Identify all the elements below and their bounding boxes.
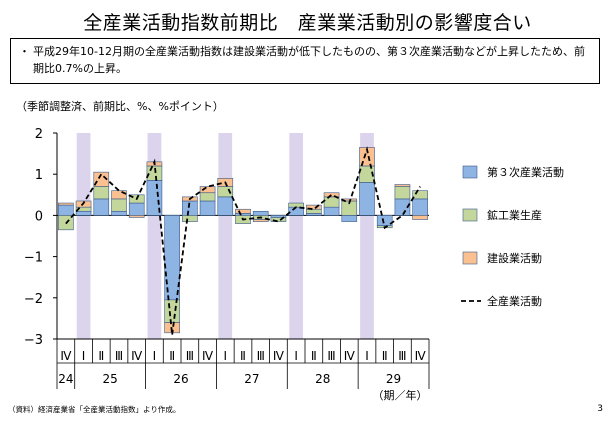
bar-construction	[252, 219, 269, 222]
x-tick-quarter: Ⅳ	[60, 349, 71, 363]
y-tick-label: 0	[35, 209, 43, 224]
y-tick-label: 1	[35, 168, 43, 183]
y-tick-label: 2	[35, 127, 43, 142]
x-tick-year: 25	[103, 372, 118, 386]
x-tick-year: 29	[386, 372, 401, 386]
legend-swatch-tertiary	[462, 165, 478, 179]
x-tick-quarter: Ⅱ	[240, 349, 246, 363]
bar-mining	[182, 215, 198, 222]
bar-construction	[394, 184, 411, 187]
bar-construction	[199, 186, 216, 194]
bar-mining	[306, 208, 322, 214]
shaded-band	[289, 133, 303, 339]
note-bullet: ・	[19, 45, 30, 58]
x-tick-quarter: Ⅱ	[169, 349, 175, 363]
legend-swatch-mining	[462, 208, 478, 222]
page-number: 3	[597, 404, 603, 414]
bar-mining	[111, 198, 127, 212]
x-tick-quarter: Ⅳ	[273, 349, 284, 363]
y-tick-label: −1	[24, 251, 43, 266]
x-tick-quarter: Ⅲ	[186, 349, 194, 363]
bar-construction	[111, 190, 127, 200]
x-tick-year: 24	[58, 372, 73, 386]
bar-construction	[323, 192, 340, 198]
x-axis-unit: （期／年）	[373, 388, 428, 402]
bar-tertiary	[217, 196, 234, 216]
bar-construction	[128, 215, 145, 218]
x-tick-quarter: Ⅱ	[98, 349, 104, 363]
x-tick-quarter: Ⅳ	[202, 349, 213, 363]
legend-label-total: 全産業活動	[487, 294, 542, 308]
note-text: 平成29年10-12月期の全産業活動指数は建設業活動が低下したものの、第３次産業…	[33, 45, 585, 75]
x-tick-year: 26	[173, 372, 188, 386]
source-note: （資料）経済産業省「全産業活動指数」より作成。	[8, 405, 181, 414]
bar-mining	[199, 192, 216, 202]
x-tick-quarter: Ⅲ	[115, 349, 123, 363]
y-tick-label: −3	[24, 333, 43, 348]
bar-tertiary	[58, 204, 74, 216]
x-tick-quarter: Ⅰ	[82, 349, 86, 363]
bar-tertiary	[93, 198, 110, 216]
legend-label-tertiary: 第３次産業活動	[487, 165, 564, 179]
total-line	[65, 146, 421, 335]
x-tick-quarter: Ⅲ	[398, 349, 406, 363]
bar-tertiary	[128, 202, 145, 216]
bar-tertiary	[323, 206, 340, 216]
bar-construction	[306, 204, 322, 210]
bar-mining	[164, 299, 180, 323]
x-tick-quarter: Ⅰ	[224, 349, 228, 363]
x-tick-quarter: Ⅱ	[311, 349, 317, 363]
bar-tertiary	[199, 200, 216, 216]
x-tick-quarter: Ⅰ	[153, 349, 157, 363]
x-tick-quarter: Ⅲ	[257, 349, 265, 363]
bar-mining	[323, 196, 340, 208]
bar-construction	[235, 208, 251, 214]
x-tick-quarter: Ⅳ	[415, 349, 426, 363]
shaded-band	[76, 133, 91, 339]
bar-tertiary	[412, 198, 428, 216]
bar-construction	[58, 202, 74, 206]
shaded-band	[218, 133, 233, 339]
x-tick-year: 28	[315, 372, 330, 386]
bar-tertiary	[306, 213, 322, 216]
bar-tertiary	[111, 210, 127, 216]
bar-mining	[270, 217, 287, 222]
summary-note: ・ 平成29年10-12月期の全産業活動指数は建設業活動が低下したものの、第３次…	[10, 38, 600, 84]
legend-label-mining: 鉱工業生産	[487, 208, 542, 222]
x-tick-quarter: Ⅲ	[327, 349, 335, 363]
bar-construction	[412, 215, 428, 220]
y-tick-label: −2	[24, 292, 43, 307]
page-title: 全産業活動指数前期比 産業業活動別の影響度合い	[83, 12, 532, 34]
bar-tertiary	[235, 213, 251, 216]
x-tick-quarter: Ⅳ	[131, 349, 142, 363]
bar-mining	[93, 186, 110, 200]
x-tick-year: 27	[244, 372, 259, 386]
bar-tertiary	[376, 215, 393, 226]
unit-label: （季節調整済、前期比、%、%ポイント）	[16, 100, 224, 113]
bar-tertiary	[341, 215, 358, 222]
bar-construction	[93, 171, 110, 187]
legend-label-construction: 建設業活動	[487, 251, 542, 265]
x-tick-quarter: Ⅰ	[365, 349, 369, 363]
legend-swatch-construction	[462, 251, 478, 265]
bar-tertiary	[252, 210, 269, 216]
x-tick-quarter: Ⅳ	[344, 349, 355, 363]
bar-tertiary	[164, 215, 180, 301]
x-tick-quarter: Ⅱ	[382, 349, 388, 363]
bar-mining	[394, 186, 411, 200]
bar-mining	[412, 190, 428, 200]
bar-tertiary	[75, 210, 92, 216]
x-tick-quarter: Ⅰ	[294, 349, 298, 363]
bar-tertiary	[359, 182, 375, 216]
